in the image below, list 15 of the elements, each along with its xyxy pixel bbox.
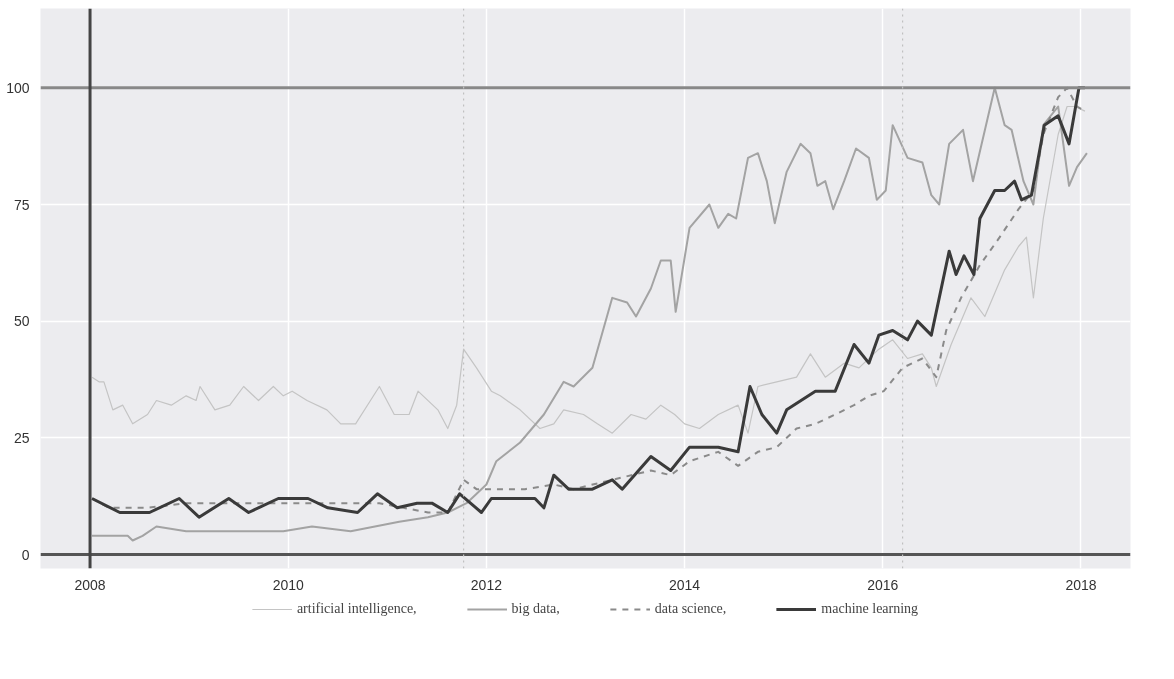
x-tick-label: 2016 xyxy=(867,576,899,593)
x-tick-label: 2010 xyxy=(272,576,305,593)
x-tick-label: 2012 xyxy=(470,576,503,593)
y-tick-label: 0 xyxy=(21,546,30,563)
y-tick-label: 75 xyxy=(13,196,30,213)
x-tick-label: 2014 xyxy=(669,576,701,593)
x-tick-label: 2008 xyxy=(74,576,106,593)
y-tick-label: 100 xyxy=(6,79,30,96)
legend-label: machine learning xyxy=(821,601,919,617)
y-tick-label: 25 xyxy=(13,429,30,446)
x-tick-label: 2018 xyxy=(1065,576,1097,593)
legend-label: artificial intelligence, xyxy=(296,601,417,617)
legend-label: big data, xyxy=(511,601,560,617)
y-tick-label: 50 xyxy=(13,313,30,330)
legend-label: data science, xyxy=(654,601,727,617)
